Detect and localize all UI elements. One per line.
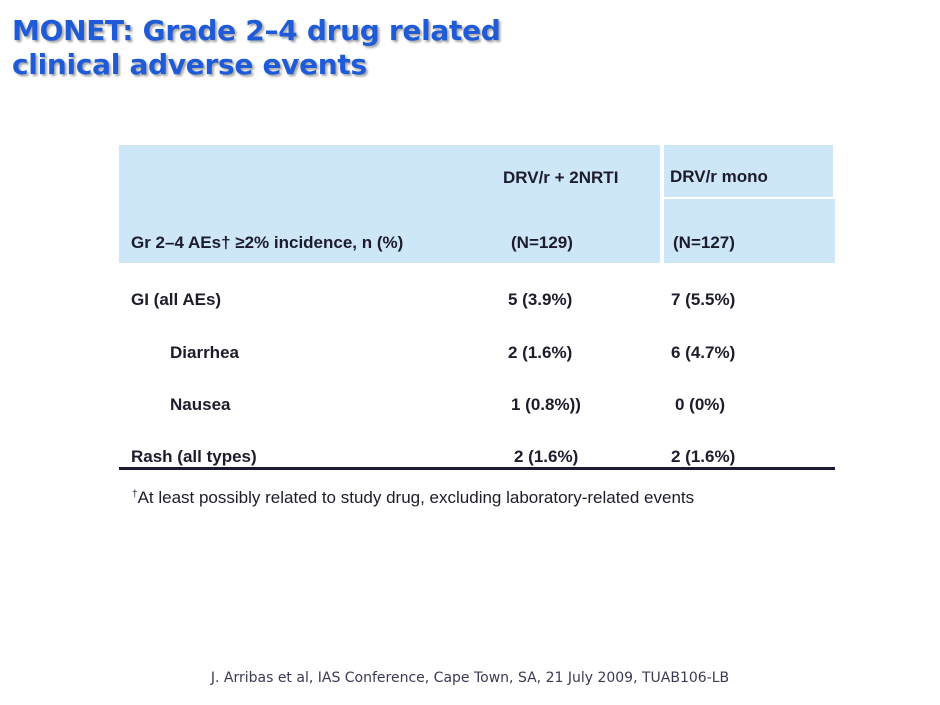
row-label-diarrhea: Diarrhea (170, 343, 239, 362)
footnote-text: At least possibly related to study drug,… (137, 488, 695, 507)
slide-title-line-1: MONET: Grade 2–4 drug related (12, 14, 501, 47)
column-header-drv-mono: DRV/r mono (670, 167, 768, 186)
slide-title-line-2: clinical adverse events (12, 48, 367, 81)
table-header-band-mono-top (664, 145, 833, 197)
cell-rash-drv-2nrti: 2 (1.6%) (514, 447, 579, 466)
footnote-mark: † (132, 489, 138, 500)
column-n-drv-mono: (N=127) (673, 233, 735, 252)
table-header-band-mono-bottom (664, 199, 835, 263)
cell-nausea-drv-2nrti: 1 (0.8%)) (511, 395, 581, 414)
column-header-drv-2nrti: DRV/r + 2NRTI (503, 168, 619, 187)
cell-gi-drv-mono: 7 (5.5%) (671, 290, 736, 309)
table-bottom-rule (119, 467, 835, 470)
cell-diarrhea-drv-mono: 6 (4.7%) (671, 343, 736, 362)
slide-title: MONET: Grade 2–4 drug related clinical a… (12, 14, 501, 82)
footnote: †At least possibly related to study drug… (132, 488, 694, 508)
cell-nausea-drv-mono: 0 (0%) (675, 395, 726, 414)
column-n-drv-2nrti: (N=129) (511, 233, 573, 252)
cell-gi-drv-2nrti: 5 (3.9%) (508, 290, 573, 309)
row-header-label: Gr 2–4 AEs† ≥2% incidence, n (%) (131, 233, 404, 252)
table-header-band-left (119, 145, 660, 263)
citation: J. Arribas et al, IAS Conference, Cape T… (210, 670, 730, 686)
cell-diarrhea-drv-2nrti: 2 (1.6%) (508, 343, 573, 362)
row-label-nausea: Nausea (170, 395, 231, 414)
row-label-rash: Rash (all types) (131, 447, 257, 466)
row-label-gi: GI (all AEs) (131, 290, 222, 309)
cell-rash-drv-mono: 2 (1.6%) (671, 447, 736, 466)
